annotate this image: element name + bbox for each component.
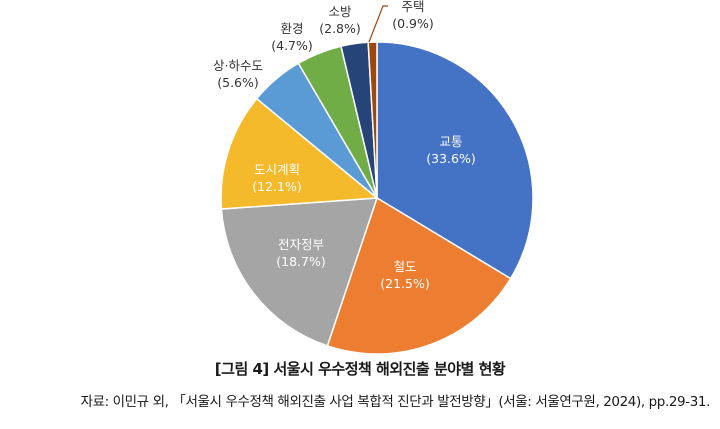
figure-source-note: 자료: 이민규 외, 「서울시 우수정책 해외진출 사업 복합적 진단과 발전방… — [80, 394, 711, 410]
pie-slice — [220, 197, 379, 347]
pie-chart: 교통 (33.6%) 철도 (21.5%) 전자정부 (18.7%) 도시계획 (12.1%)… — [213, 0, 534, 355]
slice-label: 철도 (21.5%) — [380, 259, 429, 291]
slice-label: 환경 (4.7%) — [271, 21, 313, 53]
slice-label: 교통 (33.6%) — [426, 134, 475, 166]
pie-slices — [220, 41, 534, 355]
figure-caption-title: [그림 4] 서울시 우수정책 해외진출 분야별 현황 — [214, 360, 506, 378]
pie-slice — [376, 41, 534, 280]
leader-line-path — [368, 5, 388, 43]
slice-label: 전자정부 (18.7%) — [276, 237, 325, 269]
pie-slice — [220, 97, 379, 210]
slice-label: 도시계획 (12.1%) — [252, 162, 301, 194]
pie-slice — [326, 196, 512, 355]
slice-label: 소방 (2.8%) — [319, 4, 361, 36]
slice-labels: 교통 (33.6%) 철도 (21.5%) 전자정부 (18.7%) 도시계획 (12.1%)… — [213, 0, 476, 291]
slice-label: 주택 (0.9%) — [392, 0, 434, 31]
pie-slice — [367, 41, 378, 199]
leader-line — [368, 5, 388, 43]
slice-label: 상·하수도 (5.6%) — [213, 58, 263, 90]
